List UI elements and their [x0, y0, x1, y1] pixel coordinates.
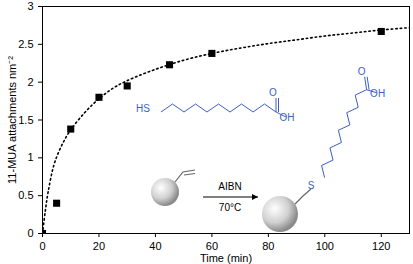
svg-text:80: 80 [262, 240, 274, 252]
svg-text:O: O [269, 87, 277, 98]
svg-text:OH: OH [370, 88, 385, 99]
svg-text:11-MUA attachments nm⁻²: 11-MUA attachments nm⁻² [6, 56, 18, 184]
svg-text:S: S [308, 180, 315, 191]
svg-text:OH: OH [280, 112, 295, 123]
svg-text:3: 3 [27, 0, 33, 12]
svg-text:70°C: 70°C [219, 202, 241, 213]
svg-text:2: 2 [27, 76, 33, 88]
svg-text:40: 40 [149, 240, 161, 252]
svg-text:1.5: 1.5 [18, 114, 33, 126]
svg-text:0.5: 0.5 [18, 189, 33, 201]
svg-text:0: 0 [39, 240, 45, 252]
svg-text:HS: HS [136, 103, 150, 114]
svg-text:120: 120 [372, 240, 390, 252]
svg-text:Time (min): Time (min) [200, 252, 252, 264]
svg-text:2.5: 2.5 [18, 38, 33, 50]
svg-text:100: 100 [316, 240, 334, 252]
svg-text:60: 60 [206, 240, 218, 252]
svg-text:0: 0 [27, 227, 33, 239]
svg-text:1: 1 [27, 151, 33, 163]
svg-text:AIBN: AIBN [218, 181, 241, 192]
svg-text:O: O [358, 66, 366, 77]
svg-text:20: 20 [93, 240, 105, 252]
